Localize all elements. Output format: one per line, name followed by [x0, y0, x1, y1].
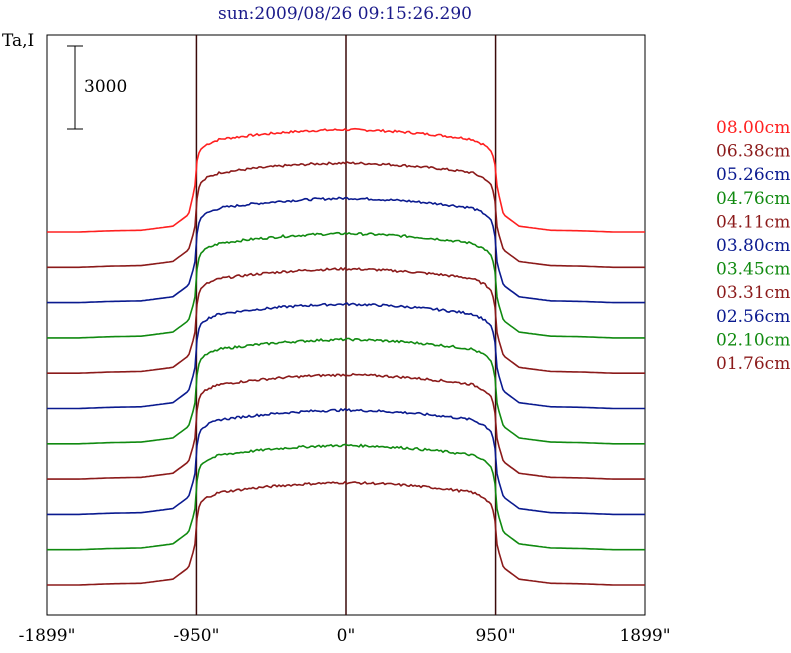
vertical-markers	[195, 35, 497, 615]
series-line-02.56cm	[47, 407, 645, 516]
legend-entry: 03.80cm	[716, 236, 790, 256]
series-line-03.45cm	[47, 337, 645, 445]
legend: 08.00cm 06.38cm 05.26cm 04.76cm 04.11cm 03.80…	[716, 118, 790, 374]
legend-entry: 01.76cm	[716, 354, 790, 374]
series-line-03.31cm	[47, 372, 645, 480]
legend-entry: 04.11cm	[716, 212, 790, 232]
x-tick-label: -1899"	[19, 626, 76, 646]
x-tick-label: -950"	[173, 626, 219, 646]
legend-entry: 02.10cm	[716, 330, 790, 350]
series-lines	[47, 127, 645, 586]
legend-entry: 02.56cm	[716, 307, 790, 327]
series-line-01.76cm	[47, 480, 645, 586]
legend-entry: 03.45cm	[716, 260, 790, 280]
scale-bar: 3000	[67, 45, 127, 130]
series-line-08.00cm	[47, 127, 645, 233]
y-axis-label: Ta,I	[2, 31, 34, 51]
legend-entry: 05.26cm	[716, 165, 790, 185]
x-tick-label: 1899"	[619, 626, 670, 646]
scale-bar-label: 3000	[84, 77, 127, 97]
series-line-04.11cm	[47, 266, 645, 375]
x-tick-label: 0"	[337, 626, 356, 646]
series-line-05.26cm	[47, 196, 645, 304]
series-line-02.10cm	[47, 443, 645, 551]
legend-entry: 04.76cm	[716, 189, 790, 209]
series-line-04.76cm	[47, 231, 645, 339]
x-tick-labels: -1899" -950" 0" 950" 1899"	[19, 626, 671, 646]
legend-entry: 06.38cm	[716, 142, 790, 162]
chart-title: sun:2009/08/26 09:15:26.290	[218, 4, 472, 24]
x-tick-label: 950"	[475, 626, 515, 646]
series-line-03.80cm	[47, 302, 645, 410]
legend-entry: 03.31cm	[716, 283, 790, 303]
series-line-06.38cm	[47, 161, 645, 269]
legend-entry: 08.00cm	[716, 118, 790, 138]
